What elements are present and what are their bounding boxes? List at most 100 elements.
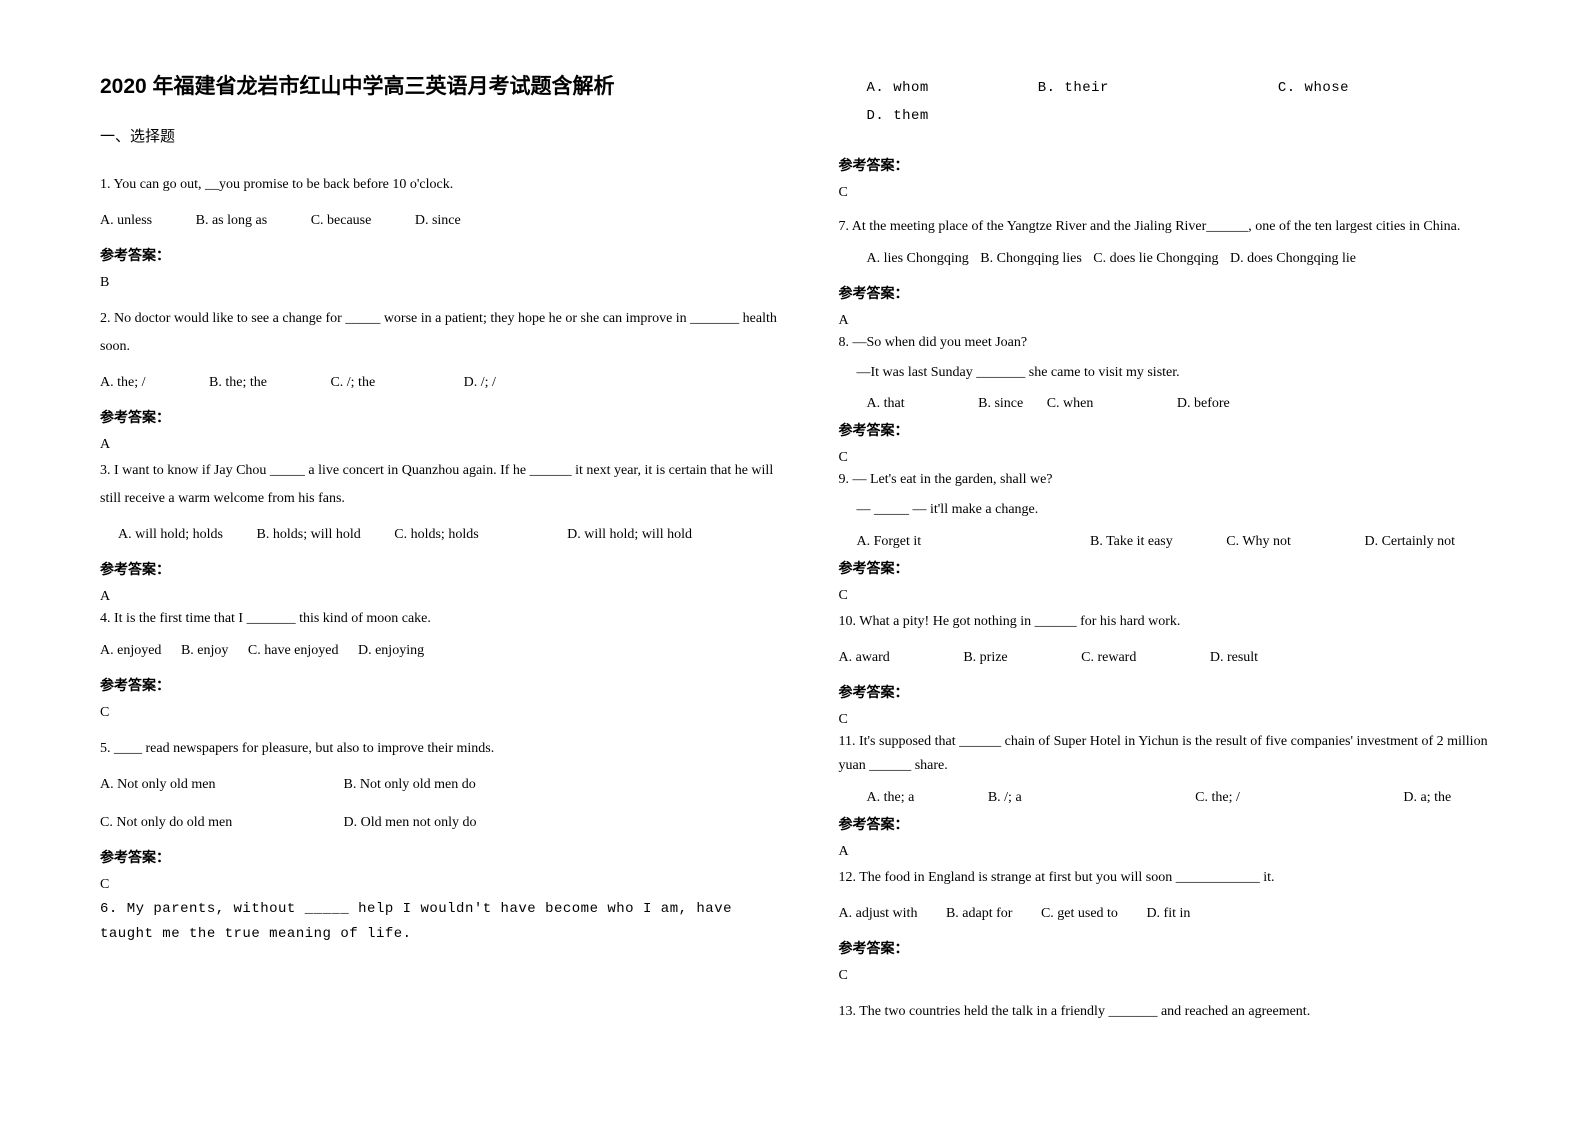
q1-ans-label: 参考答案： <box>100 245 779 265</box>
q1-opt-d: D. since <box>415 207 461 235</box>
q10-opt-d: D. result <box>1210 644 1258 672</box>
exam-title: 2020 年福建省龙岩市红山中学高三英语月考试题含解析 <box>100 70 779 100</box>
q6-stem: 6. My parents, without _____ help I woul… <box>100 897 779 947</box>
q1-opt-a: A. unless <box>100 207 152 235</box>
q6-opt-a: A. whom <box>867 74 929 102</box>
q3-options: A. will hold; holds B. holds; will hold … <box>100 521 779 549</box>
q2-opt-a: A. the; / <box>100 369 146 397</box>
q12-opt-b: B. adapt for <box>946 900 1012 928</box>
q11-stem: 11. It's supposed that ______ chain of S… <box>839 730 1518 778</box>
q7-ans-label: 参考答案： <box>839 283 1518 303</box>
q2-options: A. the; / B. the; the C. /; the D. /; / <box>100 369 779 397</box>
q11-opt-c: C. the; / <box>1195 784 1240 812</box>
q3-opt-d: D. will hold; will hold <box>567 521 692 549</box>
q11-options: A. the; a B. /; a C. the; / D. a; the <box>839 784 1518 812</box>
q1-opt-b: B. as long as <box>196 207 268 235</box>
q5-options-row1: A. Not only old men B. Not only old men … <box>100 771 779 799</box>
q12-opt-d: D. fit in <box>1146 900 1190 928</box>
q11-opt-d: D. a; the <box>1403 784 1451 812</box>
q3-opt-a: A. will hold; holds <box>118 521 223 549</box>
q5-answer: C <box>100 877 779 893</box>
q8-opt-b: B. since <box>978 390 1023 418</box>
q11-opt-a: A. the; a <box>867 784 915 812</box>
q7-opt-d: D. does Chongqing lie <box>1230 245 1356 273</box>
q7-opt-b: B. Chongqing lies <box>980 245 1082 273</box>
q4-opt-d: D. enjoying <box>358 637 424 665</box>
q3-answer: A <box>100 589 779 605</box>
q2-opt-b: B. the; the <box>209 369 267 397</box>
q12-options: A. adjust with B. adapt for C. get used … <box>839 900 1518 928</box>
q6-ans-label: 参考答案： <box>839 155 1518 175</box>
right-column: A. whom B. their C. whose D. them 参考答案： … <box>819 70 1538 1034</box>
q11-ans-label: 参考答案： <box>839 814 1518 834</box>
q4-opt-b: B. enjoy <box>181 637 228 665</box>
q13-stem: 13. The two countries held the talk in a… <box>839 998 1518 1026</box>
q11-opt-b: B. /; a <box>988 784 1022 812</box>
q7-options: A. lies Chongqing B. Chongqing lies C. d… <box>839 245 1518 273</box>
q6-answer: C <box>839 185 1518 201</box>
q2-answer: A <box>100 437 779 453</box>
q6-opt-b: B. their <box>1038 74 1109 102</box>
q10-answer: C <box>839 712 1518 728</box>
q12-stem: 12. The food in England is strange at fi… <box>839 864 1518 892</box>
q9-opt-d: D. Certainly not <box>1364 528 1455 556</box>
q2-stem: 2. No doctor would like to see a change … <box>100 305 779 361</box>
q5-stem: 5. ____ read newspapers for pleasure, bu… <box>100 735 779 763</box>
q12-answer: C <box>839 968 1518 984</box>
q9-options: A. Forget it B. Take it easy C. Why not … <box>839 528 1518 556</box>
q6-opt-c: C. whose <box>1278 74 1349 102</box>
q4-stem: 4. It is the first time that I _______ t… <box>100 607 779 631</box>
q12-ans-label: 参考答案： <box>839 938 1518 958</box>
q8-line1: 8. —So when did you meet Joan? <box>839 331 1518 355</box>
q10-stem: 10. What a pity! He got nothing in _____… <box>839 608 1518 636</box>
q7-opt-c: C. does lie Chongqing <box>1093 245 1218 273</box>
q4-opt-c: C. have enjoyed <box>248 637 339 665</box>
q9-opt-b: B. Take it easy <box>1090 528 1173 556</box>
q12-opt-c: C. get used to <box>1041 900 1118 928</box>
q3-ans-label: 参考答案： <box>100 559 779 579</box>
q4-options: A. enjoyed B. enjoy C. have enjoyed D. e… <box>100 637 779 665</box>
q9-ans-label: 参考答案： <box>839 558 1518 578</box>
q3-opt-c: C. holds; holds <box>394 521 478 549</box>
q2-opt-d: D. /; / <box>464 369 496 397</box>
q5-options-row2: C. Not only do old men D. Old men not on… <box>100 809 779 837</box>
q8-opt-d: D. before <box>1177 390 1230 418</box>
q1-opt-c: C. because <box>311 207 372 235</box>
q10-ans-label: 参考答案： <box>839 682 1518 702</box>
q5-opt-b: B. Not only old men do <box>344 771 476 799</box>
left-column: 2020 年福建省龙岩市红山中学高三英语月考试题含解析 一、选择题 1. You… <box>100 70 819 1034</box>
q1-stem: 1. You can go out, __you promise to be b… <box>100 171 779 199</box>
q2-opt-c: C. /; the <box>330 369 375 397</box>
q7-stem: 7. At the meeting place of the Yangtze R… <box>839 215 1518 239</box>
q6-opt-d: D. them <box>867 102 929 130</box>
q1-answer: B <box>100 275 779 291</box>
page-container: 2020 年福建省龙岩市红山中学高三英语月考试题含解析 一、选择题 1. You… <box>0 0 1587 1074</box>
q4-opt-a: A. enjoyed <box>100 637 161 665</box>
q5-opt-a: A. Not only old men <box>100 771 340 799</box>
q4-ans-label: 参考答案： <box>100 675 779 695</box>
q8-ans-label: 参考答案： <box>839 420 1518 440</box>
q8-answer: C <box>839 450 1518 466</box>
q9-answer: C <box>839 588 1518 604</box>
q3-stem: 3. I want to know if Jay Chou _____ a li… <box>100 457 779 513</box>
q3-opt-b: B. holds; will hold <box>257 521 361 549</box>
q5-opt-d: D. Old men not only do <box>344 809 477 837</box>
q8-line2: —It was last Sunday _______ she came to … <box>839 361 1518 385</box>
q2-ans-label: 参考答案： <box>100 407 779 427</box>
q1-options: A. unless B. as long as C. because D. si… <box>100 207 779 235</box>
q10-options: A. award B. prize C. reward D. result <box>839 644 1518 672</box>
q5-opt-c: C. Not only do old men <box>100 809 340 837</box>
section-header: 一、选择题 <box>100 125 779 146</box>
q10-opt-a: A. award <box>839 644 890 672</box>
q5-ans-label: 参考答案： <box>100 847 779 867</box>
q9-opt-c: C. Why not <box>1226 528 1291 556</box>
q7-answer: A <box>839 313 1518 329</box>
q8-opt-a: A. that <box>867 390 905 418</box>
q8-opt-c: C. when <box>1047 390 1094 418</box>
q4-answer: C <box>100 705 779 721</box>
q10-opt-b: B. prize <box>963 644 1007 672</box>
q7-opt-a: A. lies Chongqing <box>867 245 969 273</box>
q11-answer: A <box>839 844 1518 860</box>
q10-opt-c: C. reward <box>1081 644 1136 672</box>
q9-line2: — _____ — it'll make a change. <box>839 498 1518 522</box>
